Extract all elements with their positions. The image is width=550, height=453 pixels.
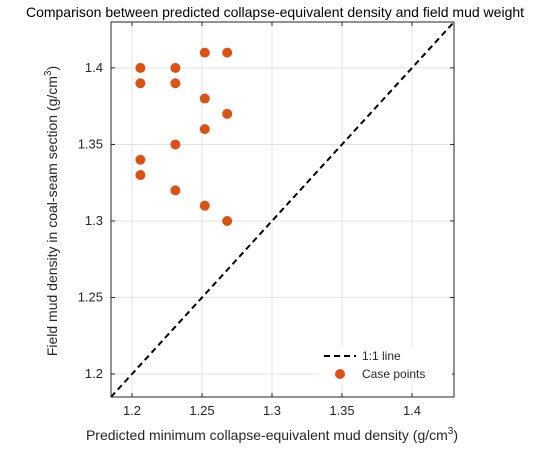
x-tick-label: 1.25 [189,403,214,418]
y-axis-ticks: 1.2 1.25 1.3 1.35 1.4 [78,60,454,381]
x-tick-label: 1.2 [123,403,141,418]
data-point [135,62,146,73]
one-to-one-line [110,21,455,398]
legend-label-line: 1:1 line [362,349,401,363]
legend-label-points: Case points [362,367,425,381]
x-tick-label: 1.4 [403,403,421,418]
legend: 1:1 line Case points [318,346,452,384]
x-tick-label: 1.35 [329,403,354,418]
data-point [135,154,146,165]
y-axis-label: Field mud density in coal-seam section (… [43,66,60,356]
y-tick-label: 1.3 [85,213,103,228]
legend-point-swatch [335,369,345,379]
data-point [170,185,181,196]
data-point [170,62,181,73]
y-tick-label: 1.2 [85,366,103,381]
y-tick-label: 1.25 [78,290,103,305]
data-point [135,78,146,89]
grid-lines [111,22,454,397]
data-point [199,93,210,104]
data-point [222,215,233,226]
y-tick-label: 1.4 [85,60,103,75]
data-point [222,108,233,119]
data-point [199,47,210,58]
data-point [199,200,210,211]
x-axis-label: Predicted minimum collapse-equivalent mu… [86,426,458,443]
x-tick-label: 1.3 [263,403,281,418]
y-tick-label: 1.35 [78,136,103,151]
x-axis-ticks: 1.2 1.25 1.3 1.35 1.4 [123,22,421,418]
chart-title: Comparison between predicted collapse-eq… [26,4,524,20]
data-point [135,170,146,181]
data-point [170,78,181,89]
data-point [199,124,210,135]
data-points-layer [135,47,233,226]
data-point [222,47,233,58]
plot-area-frame [110,21,455,398]
reference-line-layer [110,21,455,398]
data-point [170,139,181,150]
